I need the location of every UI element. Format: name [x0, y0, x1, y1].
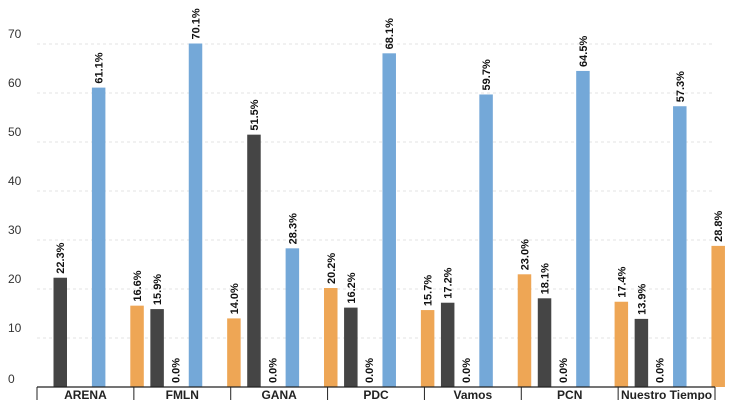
- bar: [324, 288, 338, 387]
- data-label: 0.0%: [655, 358, 667, 383]
- y-tick-label: 0: [8, 372, 15, 386]
- data-label: 13.9%: [636, 283, 648, 314]
- data-label: 0.0%: [558, 358, 570, 383]
- bar: [711, 245, 725, 387]
- bar: [576, 70, 590, 387]
- data-label: 22.3%: [55, 242, 67, 273]
- data-label: 15.7%: [423, 275, 435, 306]
- data-label: 57.3%: [675, 71, 687, 102]
- bar: [150, 309, 164, 387]
- y-tick-label: 60: [8, 76, 22, 90]
- data-label: 70.1%: [191, 8, 203, 39]
- data-label: 14.0%: [229, 283, 241, 314]
- y-tick-label: 50: [8, 125, 22, 139]
- bar: [537, 298, 552, 387]
- data-label: 23.0%: [519, 239, 531, 270]
- category-label: Vamos: [454, 388, 493, 400]
- category-label: PCN: [557, 388, 582, 400]
- data-label: 28.8%: [713, 210, 725, 241]
- bar: [479, 94, 493, 387]
- data-label: 0.0%: [267, 358, 279, 383]
- bar: [91, 87, 106, 388]
- category-label: Nuestro Tiempo: [621, 388, 712, 400]
- bar: [344, 307, 358, 387]
- data-label: 0.0%: [461, 358, 473, 383]
- bar: [614, 301, 629, 387]
- bar: [188, 43, 203, 387]
- category-label: PDC: [363, 388, 389, 400]
- bars-layer: [53, 43, 725, 388]
- data-label: 15.9%: [152, 274, 164, 305]
- data-label: 68.1%: [384, 18, 396, 49]
- data-label: 16.6%: [132, 270, 144, 301]
- bar: [227, 318, 241, 387]
- bar: [673, 106, 687, 387]
- bar: [517, 274, 532, 387]
- y-tick-label: 40: [8, 174, 22, 188]
- y-tick-label: 20: [8, 272, 22, 286]
- bar: [285, 248, 300, 387]
- data-label: 17.2%: [443, 267, 455, 298]
- data-label: 64.5%: [578, 36, 590, 67]
- bar: [53, 277, 67, 387]
- y-tick-label: 30: [8, 223, 22, 237]
- y-tick-label: 10: [8, 321, 22, 335]
- data-label: 0.0%: [170, 358, 182, 383]
- bar: [130, 305, 144, 387]
- data-label: 61.1%: [94, 52, 106, 83]
- labels-layer: 0 10 20 30 40 50 60 70 22.3% 61.1% 16.6% 0.0% ARENA 1…: [8, 8, 725, 400]
- data-label: 16.2%: [346, 272, 358, 303]
- category-label: GANA: [261, 388, 297, 400]
- y-tick-label: 70: [8, 27, 22, 41]
- bar: [420, 310, 435, 387]
- data-label: 17.4%: [616, 266, 628, 297]
- category-label: FMLN: [166, 388, 199, 400]
- data-label: 20.2%: [326, 253, 338, 284]
- data-label: 51.5%: [249, 99, 261, 130]
- data-label: 18.1%: [540, 263, 552, 294]
- data-label: 0.0%: [364, 358, 376, 383]
- bar: [634, 318, 649, 387]
- bar: [440, 302, 455, 387]
- axis-layer: [36, 386, 716, 400]
- category-label: ARENA: [64, 388, 107, 400]
- data-label: 28.3%: [287, 213, 299, 244]
- bar: [382, 53, 396, 388]
- bar: [247, 134, 261, 387]
- grid-layer: [37, 43, 715, 339]
- data-label: 59.7%: [481, 59, 493, 90]
